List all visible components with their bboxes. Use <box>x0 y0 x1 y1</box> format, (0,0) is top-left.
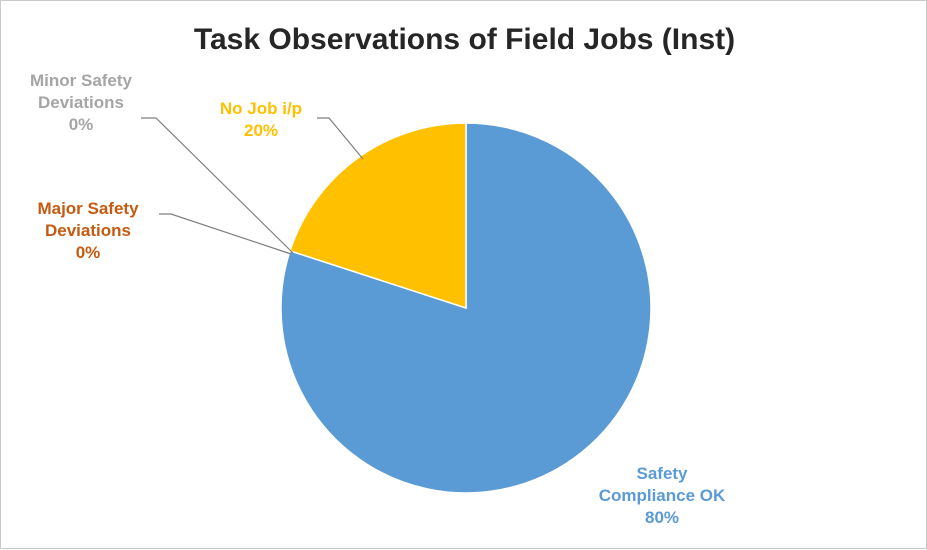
data-label-percent: 80% <box>645 508 679 527</box>
data-label-percent: 0% <box>76 243 101 262</box>
data-label-text: Minor Safety <box>30 71 133 90</box>
data-label-text: Deviations <box>38 93 124 112</box>
leader-line <box>141 117 294 254</box>
data-label-text: Safety <box>636 464 688 483</box>
data-label-text: Compliance OK <box>599 486 726 505</box>
data-label: No Job i/p 20% <box>220 99 302 140</box>
data-label-text: Major Safety <box>37 199 139 218</box>
data-label-text: Deviations <box>45 221 131 240</box>
data-label: Safety Compliance OK 80% <box>599 464 726 527</box>
pie-slice <box>289 122 467 310</box>
data-label: Minor Safety Deviations 0% <box>30 71 133 134</box>
leader-line <box>159 213 292 255</box>
data-label-text: No Job i/p <box>220 99 302 118</box>
data-label: Major Safety Deviations 0% <box>37 199 139 262</box>
data-label-percent: 20% <box>244 121 278 140</box>
chart-title: Task Observations of Field Jobs (Inst) <box>193 23 736 56</box>
leader-line <box>317 117 364 160</box>
data-label-percent: 0% <box>69 115 94 134</box>
